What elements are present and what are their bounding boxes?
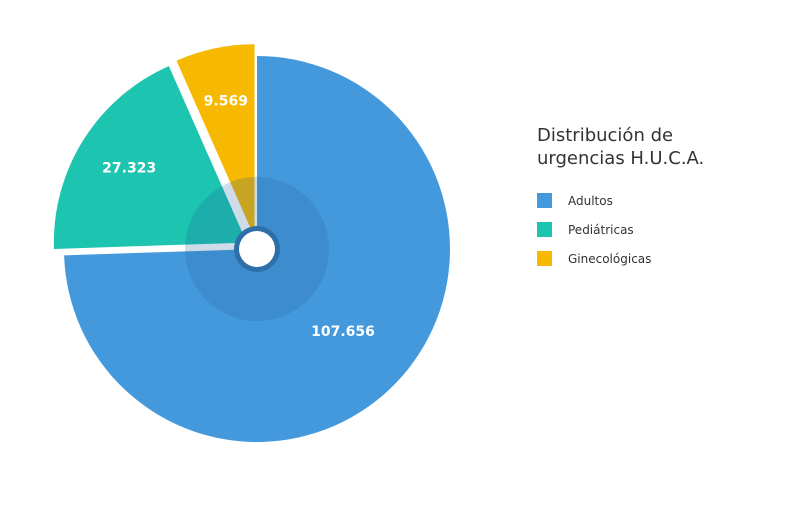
legend-label-ginecologicas: Ginecológicas bbox=[568, 251, 652, 266]
slice-value-label: 27.323 bbox=[102, 161, 156, 177]
slice-value-label: 107.656 bbox=[311, 324, 375, 340]
legend-swatch-adultos bbox=[537, 193, 552, 208]
slice-value-label: 9.569 bbox=[204, 93, 248, 109]
legend: Distribución de urgencias H.U.C.A. Adult… bbox=[537, 124, 737, 273]
legend-swatch-pediatricas bbox=[537, 222, 552, 237]
legend-label-adultos: Adultos bbox=[568, 193, 613, 208]
legend-item-ginecologicas[interactable]: Ginecológicas bbox=[537, 244, 737, 273]
legend-label-pediatricas: Pediátricas bbox=[568, 222, 634, 237]
pie-slice-ginecologicas[interactable] bbox=[176, 44, 255, 238]
center-hole bbox=[239, 231, 275, 267]
pie-slice-pediatricas[interactable] bbox=[53, 66, 247, 249]
legend-swatch-ginecologicas bbox=[537, 251, 552, 266]
legend-item-pediatricas[interactable]: Pediátricas bbox=[537, 215, 737, 244]
legend-title: Distribución de urgencias H.U.C.A. bbox=[537, 125, 705, 169]
slice-labels: 107.656 27.323 9.569 bbox=[102, 93, 375, 340]
pie-chart: 107.656 27.323 9.569 bbox=[53, 44, 450, 442]
legend-item-adultos[interactable]: Adultos bbox=[537, 186, 737, 215]
